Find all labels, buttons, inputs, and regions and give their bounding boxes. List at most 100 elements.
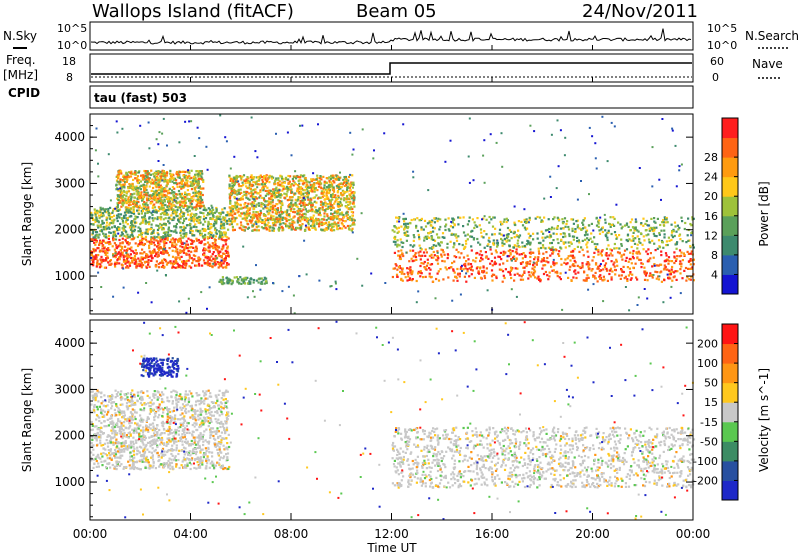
echo-point <box>330 212 333 215</box>
echo-point <box>344 177 347 181</box>
echo-point <box>610 278 613 281</box>
echo-point <box>393 267 397 270</box>
echo-point <box>660 270 663 273</box>
echo-point <box>513 236 516 239</box>
echo-point <box>607 229 610 232</box>
echo-point <box>305 183 308 186</box>
echo-point <box>165 197 169 200</box>
echo-point <box>577 271 580 274</box>
echo-point <box>125 208 128 211</box>
echo-point <box>97 214 101 217</box>
echo-point <box>188 253 191 256</box>
echo-point <box>125 191 128 194</box>
echo-point <box>159 184 162 187</box>
echo-point <box>334 210 337 213</box>
echo-point <box>139 222 142 226</box>
echo-point <box>108 249 111 252</box>
echo-point <box>649 257 652 260</box>
echo-point <box>406 271 409 274</box>
echo-point <box>436 259 439 262</box>
echo-point <box>126 217 129 220</box>
echo-point <box>320 178 323 181</box>
echo-point <box>140 191 143 194</box>
echo-point <box>226 245 229 248</box>
echo-point <box>514 223 517 227</box>
echo-point <box>171 173 174 176</box>
echo-point <box>146 182 149 185</box>
echo-point <box>663 267 666 270</box>
echo-point <box>420 226 423 229</box>
echo-point <box>325 181 328 184</box>
echo-point <box>195 170 198 173</box>
echo-point <box>251 192 255 195</box>
echo-point <box>215 206 218 210</box>
echo-point <box>544 247 547 250</box>
echo-point <box>138 185 142 188</box>
echo-point <box>329 206 332 210</box>
echo-point <box>308 200 312 203</box>
echo-point <box>313 200 316 203</box>
echo-point <box>163 242 166 245</box>
echo-point <box>276 209 279 212</box>
echo-point <box>206 214 209 217</box>
echo-point <box>411 260 414 263</box>
echo-point <box>129 203 132 206</box>
echo-point <box>662 246 665 249</box>
echo-point <box>222 266 225 269</box>
echo-point <box>182 174 185 177</box>
echo-point <box>278 211 281 214</box>
echo-point <box>117 226 120 229</box>
echo-point <box>186 185 190 188</box>
echo-point <box>320 223 323 226</box>
echo-point <box>430 275 433 279</box>
echo-point <box>244 226 247 229</box>
echo-point <box>661 241 664 244</box>
echo-point <box>266 207 269 210</box>
echo-point <box>243 179 246 182</box>
noise-left-tick-bottom: 10^0 <box>57 39 87 52</box>
echo-point <box>331 216 334 219</box>
echo-point <box>303 216 306 219</box>
echo-point <box>115 247 119 250</box>
echo-point <box>548 236 551 239</box>
echo-point <box>142 195 145 199</box>
echo-point <box>352 197 355 200</box>
echo-point <box>226 262 229 265</box>
echo-point <box>106 221 109 224</box>
echo-point <box>195 173 198 176</box>
echo-point <box>666 259 670 262</box>
echo-point <box>344 226 347 229</box>
echo-point <box>430 224 433 227</box>
echo-point <box>523 226 526 229</box>
echo-point <box>262 213 265 216</box>
echo-point <box>220 248 223 251</box>
echo-point <box>394 235 397 238</box>
echo-point <box>170 189 174 192</box>
echo-point <box>141 178 144 181</box>
echo-point <box>183 248 186 252</box>
echo-point <box>341 193 344 196</box>
echo-point <box>606 257 610 260</box>
echo-point <box>194 264 197 267</box>
echo-point <box>217 262 220 266</box>
echo-point <box>192 246 195 249</box>
echo-point <box>128 176 131 179</box>
echo-point <box>263 203 266 206</box>
echo-point <box>542 264 545 267</box>
echo-point <box>488 240 491 243</box>
echo-point <box>145 197 149 200</box>
echo-point <box>598 264 601 267</box>
echo-point <box>132 212 136 215</box>
echo-point <box>133 192 136 195</box>
echo-point <box>245 185 248 188</box>
echo-point <box>160 206 163 209</box>
echo-point <box>240 178 243 181</box>
echo-point <box>690 231 693 235</box>
echo-point <box>176 173 179 176</box>
echo-point <box>162 258 166 261</box>
echo-point <box>147 194 150 197</box>
echo-point <box>282 228 285 231</box>
echo-point <box>596 267 599 270</box>
echo-point <box>279 207 283 210</box>
echo-point <box>165 213 168 216</box>
